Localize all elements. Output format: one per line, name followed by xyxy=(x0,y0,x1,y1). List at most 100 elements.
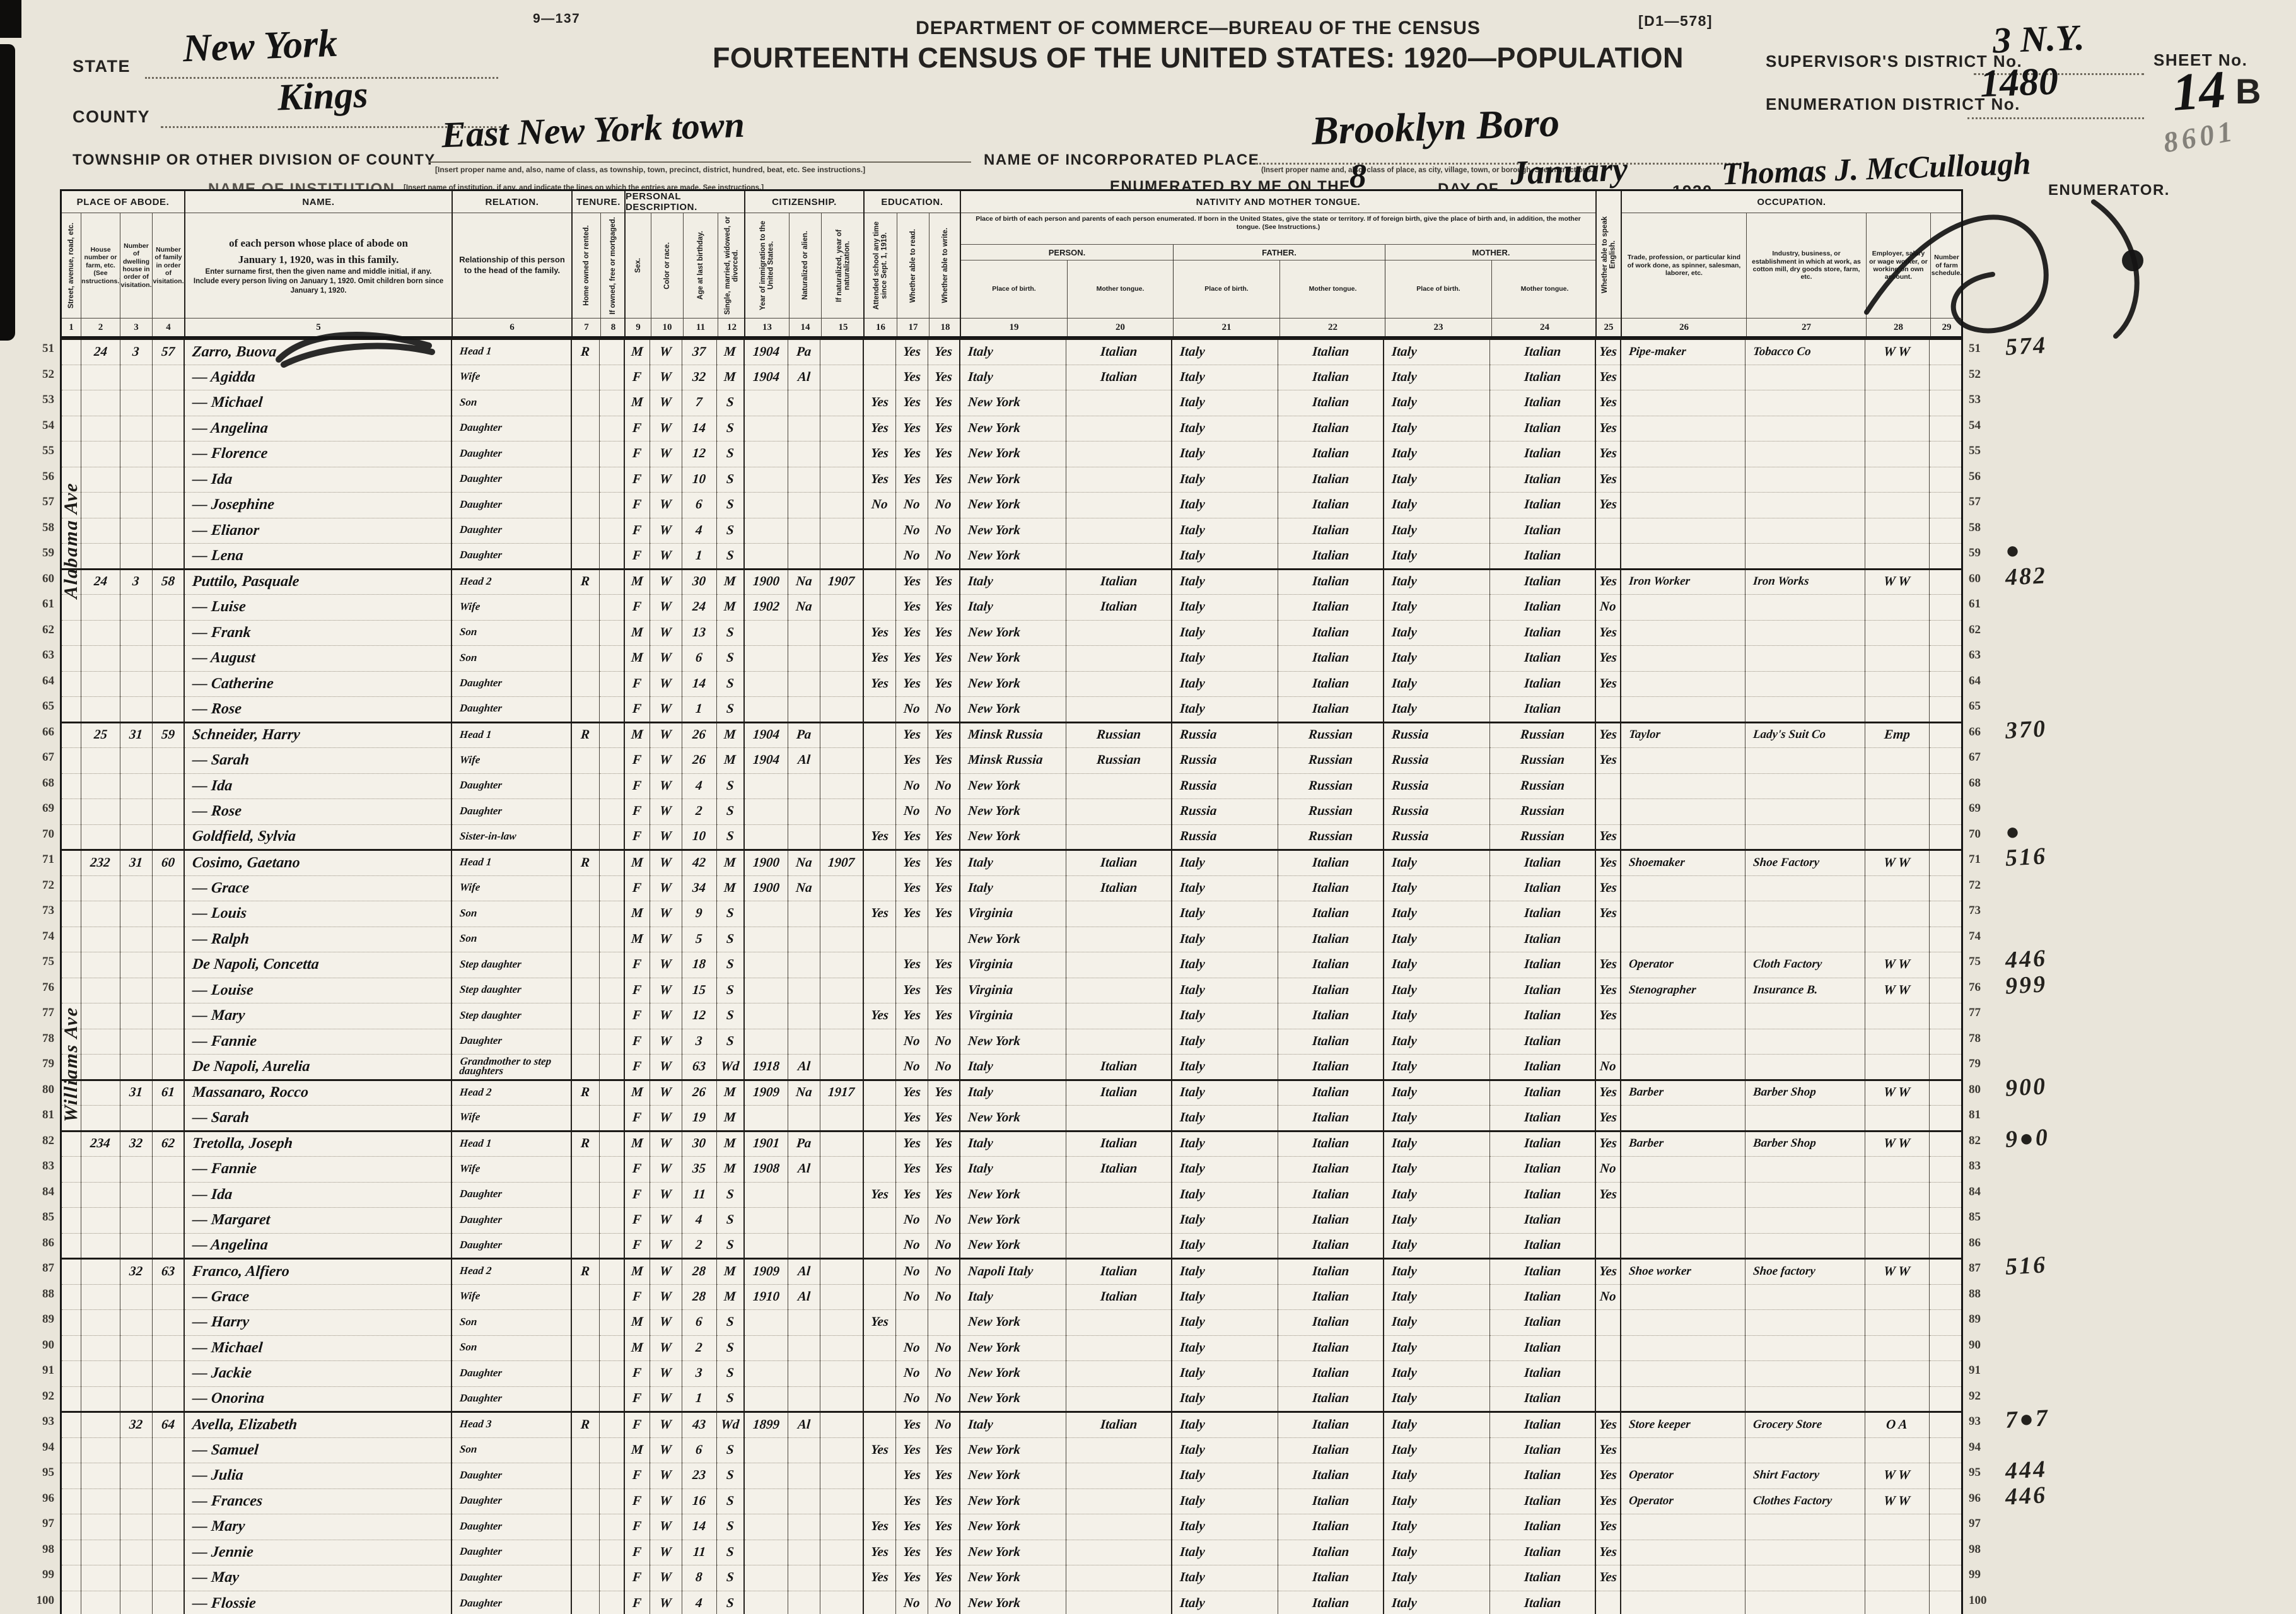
relation-cell: Daughter xyxy=(451,1360,571,1386)
industry-cell xyxy=(1744,1437,1865,1463)
entry-father_pob: Russia xyxy=(1179,777,1218,793)
header-col-7: Home owned or rented. 7 xyxy=(573,213,600,336)
house-cell xyxy=(80,977,120,1003)
entry-sex: F xyxy=(632,599,643,614)
read-cell: No xyxy=(895,1054,928,1080)
father_pob-cell: Russia xyxy=(1171,773,1278,799)
marital-cell: M xyxy=(716,875,744,901)
entry-name: Massanaro, Rocco xyxy=(191,1084,310,1101)
table-header-part: Whether able to speak English. xyxy=(1597,191,1621,318)
mortgage-cell xyxy=(598,926,624,952)
pob-cell: New York xyxy=(959,441,1066,467)
write-cell: Yes xyxy=(927,1514,960,1540)
father_tongue-cell: Italian xyxy=(1277,670,1384,697)
entry-write: Yes xyxy=(934,1135,953,1151)
industry-cell: Clothes Factory xyxy=(1744,1488,1865,1514)
tongue-cell: Italian xyxy=(1065,1411,1172,1437)
entry-english: Yes xyxy=(1599,1186,1618,1202)
entry-relation: Son xyxy=(459,1341,478,1354)
line-number-right: 53 xyxy=(1969,393,1981,406)
read-cell: No xyxy=(895,696,928,722)
name-cell: De Napoli, Concetta xyxy=(184,952,452,978)
entry-father_pob: Italy xyxy=(1179,1032,1206,1048)
family-cell: 64 xyxy=(151,1411,184,1437)
sex-cell: F xyxy=(624,594,650,620)
emp-cell: W W xyxy=(1864,568,1929,595)
entry-english: No xyxy=(1599,599,1617,614)
father_pob-cell: Italy xyxy=(1171,1284,1278,1310)
line-number-left: 83 xyxy=(42,1159,54,1172)
age-cell: 7 xyxy=(681,390,716,416)
trade-cell xyxy=(1620,875,1745,901)
entry-name: — Louis xyxy=(191,905,248,922)
english-cell xyxy=(1595,543,1621,569)
entry-pob: Virginia xyxy=(967,981,1014,997)
entry-sex: M xyxy=(630,727,644,742)
read-cell xyxy=(895,1309,928,1335)
entry-mother_pob: Italy xyxy=(1391,1186,1418,1202)
entry-mother_pob: Italy xyxy=(1391,1365,1418,1381)
line-number-right: 88 xyxy=(1969,1287,1981,1301)
entry-english: Yes xyxy=(1599,624,1618,640)
col-number-5: 5 xyxy=(185,318,452,336)
entry-industry: Barber Shop xyxy=(1752,1137,1817,1150)
entry-industry: Cloth Factory xyxy=(1752,957,1822,971)
emp-cell xyxy=(1864,645,1929,671)
table-header-part: Whether able to write. xyxy=(929,213,961,318)
house-cell xyxy=(80,1386,120,1412)
entry-father_tongue: Italian xyxy=(1311,650,1350,665)
sex-cell: F xyxy=(624,1181,650,1208)
name-desc-line: Enter surname first, then the given name… xyxy=(205,268,432,276)
entry-read: No xyxy=(902,1339,921,1355)
line-number-left: 92 xyxy=(42,1389,54,1403)
table-header-part: Attended school any time since Sept. 1, … xyxy=(865,213,961,336)
english-cell: Yes xyxy=(1595,977,1621,1003)
dwelling-cell xyxy=(119,1488,152,1514)
age-cell: 1 xyxy=(681,543,716,569)
pob-cell: New York xyxy=(959,1437,1066,1463)
line-number-left: 64 xyxy=(42,674,54,687)
entry-pob: New York xyxy=(967,394,1022,410)
entry-age: 18 xyxy=(692,956,707,972)
father_tongue-cell: Italian xyxy=(1277,1386,1384,1412)
industry-cell: Insurance B. xyxy=(1744,977,1865,1003)
entry-color: W xyxy=(659,1467,672,1483)
farm-cell xyxy=(1928,619,1961,646)
entry-write: Yes xyxy=(934,854,953,870)
tongue-cell xyxy=(1065,773,1172,799)
line-number-left: 76 xyxy=(42,980,54,994)
age-cell: 3 xyxy=(681,1028,716,1055)
tongue-cell xyxy=(1065,415,1172,442)
english-cell: Yes xyxy=(1595,1258,1621,1284)
entry-relation: Son xyxy=(459,1443,478,1456)
tenure-cell xyxy=(571,1590,599,1614)
tongue-cell xyxy=(1065,1539,1172,1565)
header-col-2: House number or farm, etc. (See instruct… xyxy=(81,213,120,336)
family-cell xyxy=(151,1437,184,1463)
age-cell: 5 xyxy=(681,926,716,952)
family-cell: 57 xyxy=(151,338,184,365)
house-cell xyxy=(80,1360,120,1386)
entry-father_tongue: Italian xyxy=(1311,1339,1350,1355)
entry-marital: M xyxy=(723,573,737,589)
entry-write: No xyxy=(935,803,953,819)
english-cell xyxy=(1595,1028,1621,1055)
entry-mother_pob: Italy xyxy=(1391,394,1418,410)
entry-marital: M xyxy=(723,879,737,895)
entry-emp: W W xyxy=(1883,1084,1911,1100)
entry-father_tongue: Italian xyxy=(1311,624,1350,640)
father_pob-cell: Russia xyxy=(1171,747,1278,773)
county-label: COUNTY xyxy=(73,107,150,126)
entry-tongue: Italian xyxy=(1099,1263,1138,1278)
industry-cell xyxy=(1744,798,1865,824)
col-number-9: 9 xyxy=(626,318,651,336)
entry-emp: Emp xyxy=(1883,727,1911,742)
entry-mother_tongue: Italian xyxy=(1523,1237,1562,1253)
enumeration-district-label: ENUMERATION DISTRICT No. xyxy=(1766,95,2020,114)
entry-trade: Iron Worker xyxy=(1628,575,1691,588)
census-row-57: — Josephine Daughter F W 6 S No No No New York Ita… xyxy=(62,492,1961,518)
relation-cell: Daughter xyxy=(451,1463,571,1488)
school-cell xyxy=(863,1232,895,1259)
name-desc-line: of each person whose place of abode on xyxy=(229,237,408,250)
line-number-right: 85 xyxy=(1969,1210,1981,1224)
